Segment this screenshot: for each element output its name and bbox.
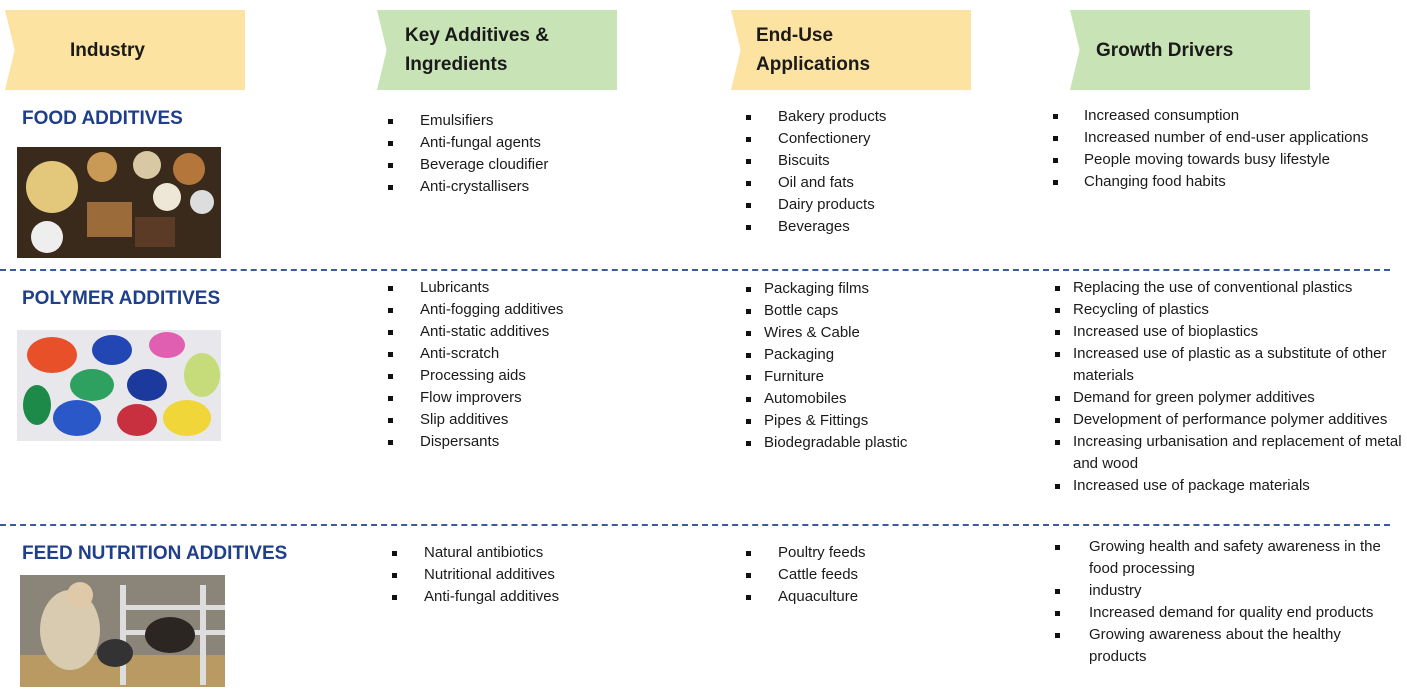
additives-item: Dispersants	[388, 431, 650, 453]
column-header-text: End-Use Applications	[756, 25, 871, 75]
applications-item: Bakery products	[746, 106, 928, 128]
industry-name: POLYMER ADDITIVES	[22, 288, 221, 309]
drivers-item: Growing awareness about the healthy prod…	[1055, 624, 1389, 668]
row-separator	[0, 524, 1390, 526]
additives-item: Anti-crystallisers	[388, 176, 650, 198]
applications-item: Bottle caps	[746, 300, 964, 322]
column-header-text: Key Additives & Ingredients	[405, 25, 549, 75]
column-header: End-Use Applications	[731, 10, 971, 90]
drivers-list: Growing health and safety awareness in t…	[1055, 536, 1389, 668]
applications-item: Confectionery	[746, 128, 928, 150]
additives-item: Anti-fungal agents	[388, 132, 650, 154]
additives-item: Slip additives	[388, 409, 650, 431]
additives-item: Anti-static additives	[388, 321, 650, 343]
applications-list: Poultry feeds Cattle feeds Aquaculture	[746, 542, 928, 608]
applications-list: Packaging films Bottle caps Wires & Cable P…	[746, 278, 964, 454]
column-header: Key Additives & Ingredients	[377, 10, 617, 90]
additives-item: Processing aids	[388, 365, 650, 387]
column-header-text: Growth Drivers	[1096, 39, 1234, 61]
applications-item: Cattle feeds	[746, 564, 928, 586]
drivers-item: Changing food habits	[1053, 171, 1394, 193]
additives-item: Lubricants	[388, 277, 650, 299]
applications-item: Dairy products	[746, 194, 928, 216]
drivers-item: Growing health and safety awareness in t…	[1055, 536, 1389, 580]
drivers-item: Increased use of package materials	[1055, 475, 1403, 497]
drivers-item: Increased number of end-user application…	[1053, 127, 1394, 149]
additives-item: Anti-fogging additives	[388, 299, 650, 321]
column-header: Growth Drivers	[1070, 10, 1310, 90]
applications-item: Packaging	[746, 344, 964, 366]
additives-item: Emulsifiers	[388, 110, 650, 132]
drivers-item: Demand for green polymer additives	[1055, 387, 1403, 409]
applications-item: Pipes & Fittings	[746, 410, 964, 432]
drivers-item: Increased consumption	[1053, 105, 1394, 127]
industry-name: FOOD ADDITIVES	[22, 108, 183, 129]
food-image	[17, 147, 221, 258]
applications-list: Bakery products Confectionery Biscuits Oil …	[746, 106, 928, 238]
drivers-list: Replacing the use of conventional plasti…	[1055, 277, 1403, 497]
drivers-item: Replacing the use of conventional plasti…	[1055, 277, 1403, 299]
applications-item: Poultry feeds	[746, 542, 928, 564]
applications-item: Biodegradable plastic	[746, 432, 964, 454]
applications-item: Wires & Cable	[746, 322, 964, 344]
drivers-item: industry	[1055, 580, 1389, 602]
drivers-item: Increasing urbanisation and replacement …	[1055, 431, 1403, 475]
additives-list: Lubricants Anti-fogging additives Anti-sta…	[388, 277, 650, 453]
industry-name: FEED NUTRITION ADDITIVES	[22, 543, 288, 564]
applications-item: Beverages	[746, 216, 928, 238]
row-separator	[0, 269, 1390, 271]
additives-item: Nutritional additives	[392, 564, 654, 586]
applications-item: Automobiles	[746, 388, 964, 410]
drivers-item: Increased use of bioplastics	[1055, 321, 1403, 343]
applications-item: Biscuits	[746, 150, 928, 172]
drivers-list: Increased consumption Increased number of…	[1053, 105, 1394, 193]
additives-item: Anti-scratch	[388, 343, 650, 365]
additives-item: Natural antibiotics	[392, 542, 654, 564]
polymer-image	[17, 330, 221, 441]
applications-item: Packaging films	[746, 278, 964, 300]
additives-item: Flow improvers	[388, 387, 650, 409]
drivers-item: Increased use of plastic as a substitute…	[1055, 343, 1403, 387]
applications-item: Furniture	[746, 366, 964, 388]
applications-item: Aquaculture	[746, 586, 928, 608]
additives-item: Anti-fungal additives	[392, 586, 654, 608]
drivers-item: Increased demand for quality end product…	[1055, 602, 1389, 624]
drivers-item: Recycling of plastics	[1055, 299, 1403, 321]
column-header-text: Industry	[70, 39, 145, 61]
additives-list: Emulsifiers Anti-fungal agents Beverage cl…	[388, 110, 650, 198]
feed-image	[20, 575, 225, 687]
additives-list: Natural antibiotics Nutritional additives…	[392, 542, 654, 608]
column-header: Industry	[5, 10, 245, 90]
drivers-item: Development of performance polymer addit…	[1055, 409, 1403, 431]
applications-item: Oil and fats	[746, 172, 928, 194]
drivers-item: People moving towards busy lifestyle	[1053, 149, 1394, 171]
additives-item: Beverage cloudifier	[388, 154, 650, 176]
